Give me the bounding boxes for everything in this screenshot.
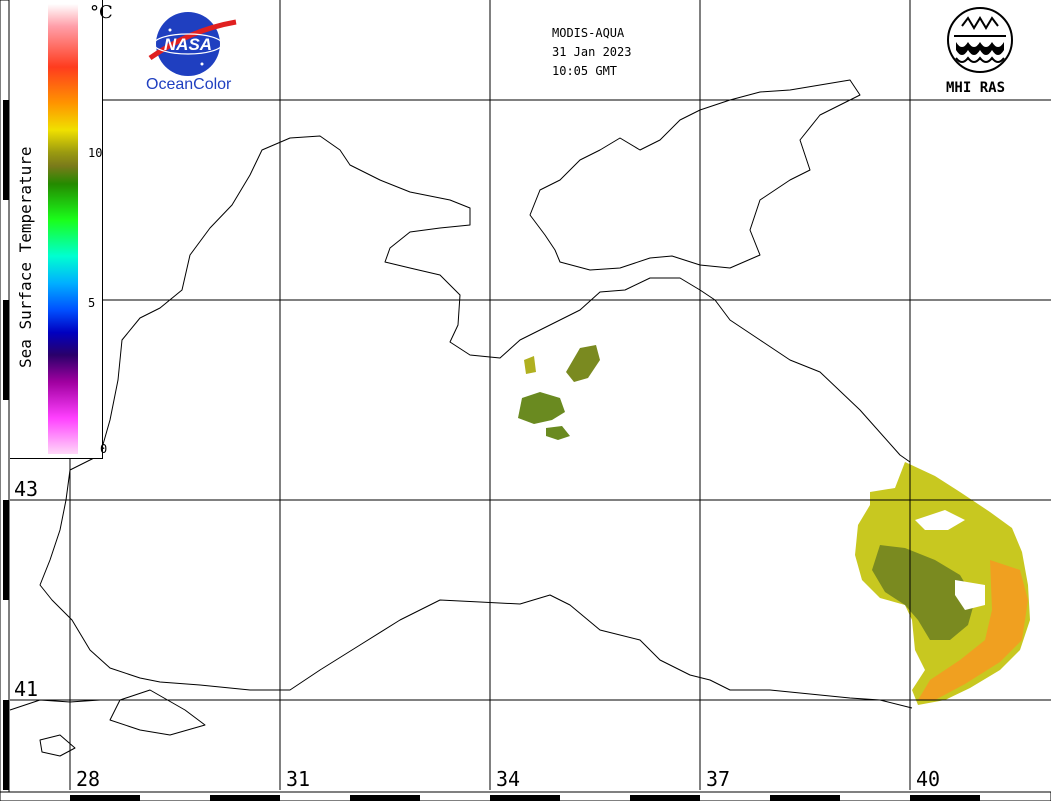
- header-sensor: MODIS-AQUA: [552, 26, 625, 40]
- lon-label-37: 37: [706, 767, 730, 791]
- mhi-ras-label: MHI RAS: [946, 80, 1006, 96]
- image-header: MODIS-AQUA 31 Jan 2023 10:05 GMT: [552, 24, 631, 81]
- lon-label-28: 28: [76, 767, 100, 791]
- lat-label-43: 43: [14, 477, 38, 501]
- nasa-logo: NASA: [148, 12, 237, 76]
- legend-tick-5: 5: [88, 296, 96, 310]
- sst-patch-east: [855, 462, 1030, 705]
- sst-legend: °C 10 5 0: [10, 0, 113, 459]
- graticule: [10, 0, 1051, 790]
- header-date: 31 Jan 2023: [552, 45, 632, 59]
- lon-label-40: 40: [916, 767, 940, 791]
- bottom-scale: [0, 791, 1051, 801]
- left-scale: [0, 0, 10, 793]
- lon-label-31: 31: [286, 767, 310, 791]
- sst-color-bar: [48, 4, 78, 454]
- legend-tick-10: 10: [88, 146, 103, 160]
- sst-patch-center: [518, 345, 600, 440]
- legend-unit: °C: [90, 2, 113, 23]
- legend-tick-0: 0: [100, 442, 108, 456]
- mhi-ras-logo: [947, 7, 1013, 73]
- oceancolor-label: OceanColor: [146, 76, 232, 93]
- svg-text:NASA: NASA: [164, 35, 212, 54]
- coastline: [9, 79, 913, 757]
- header-time: 10:05 GMT: [552, 64, 618, 78]
- lat-label-41: 41: [14, 677, 38, 701]
- lon-label-34: 34: [496, 767, 520, 791]
- legend-title: Sea Surface Temperature: [16, 146, 35, 368]
